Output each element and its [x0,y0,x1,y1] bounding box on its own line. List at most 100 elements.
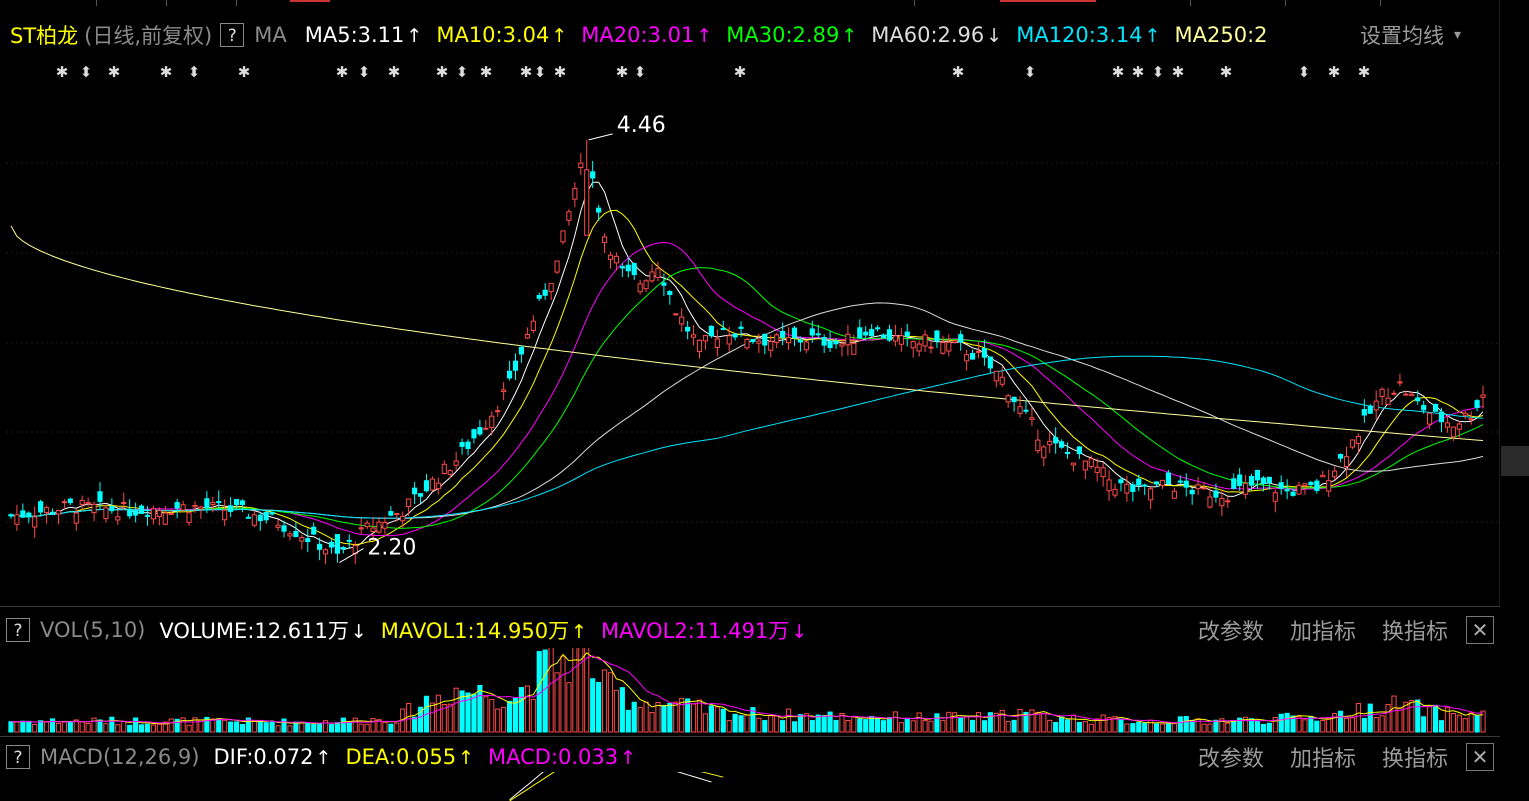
candle [388,506,394,517]
macd-close-icon[interactable]: ✕ [1466,743,1495,771]
volume-bar [115,724,121,733]
candle-body [1219,498,1225,507]
candle [32,506,38,538]
volume-bar [548,648,554,733]
candle [536,292,542,301]
candle-body [596,207,602,213]
candle [1427,412,1433,429]
candlestick-chart: 4.46 2.20 [6,0,1500,606]
candle-body [55,510,62,515]
candle [987,356,993,374]
volume-bar [1290,715,1296,733]
volume-bar [1124,723,1130,733]
candle-body [1373,400,1379,411]
candle [1118,477,1124,492]
candle-body [1462,412,1468,416]
vol-switch-indicator-button[interactable]: 换指标 [1382,620,1449,645]
candle-body [328,541,335,548]
panel-divider [0,736,1500,737]
candle [257,511,263,531]
volume-bar [1421,716,1427,733]
volume-bar [987,712,993,733]
volume-bar [1444,707,1450,733]
candle-body [649,271,655,282]
candle-body [1284,489,1290,492]
candle [1064,442,1071,459]
macd-help-button[interactable]: ? [6,745,30,769]
volume-bar [1284,712,1290,733]
volume-bar [685,698,691,733]
candle [631,262,637,280]
candle [572,182,578,208]
volume-bar [1332,713,1338,733]
candle-body [489,415,495,428]
candle-body [1361,408,1367,416]
help-button[interactable]: ? [220,23,245,47]
candle-body [1248,476,1255,486]
candle [625,257,631,278]
macd-add-indicator-button[interactable]: 加指标 [1290,747,1357,772]
candle [999,366,1005,387]
candle [1284,479,1290,500]
event-marker-icon: ⬍ [1024,63,1037,81]
vol-edit-params-button[interactable]: 改参数 [1198,620,1265,645]
candle-body [1438,411,1445,423]
candle-body [524,333,530,339]
candle-body [613,255,619,264]
volume-bar [981,720,988,733]
volume-bar [809,720,815,733]
volume-bar [898,722,904,733]
vol-close-icon[interactable]: ✕ [1466,616,1495,644]
dif-value: DIF:0.072 ↑ [213,745,332,769]
candle-body [204,498,210,509]
volume-bar [845,720,851,733]
candle [560,230,566,245]
candle [934,330,940,348]
candle [1349,439,1356,450]
candle-body [346,539,352,542]
candle-body [1005,395,1011,403]
vol-add-indicator-button[interactable]: 加指标 [1290,620,1357,645]
event-marker-icon: ✱ [436,63,449,81]
candle [239,499,246,513]
candle [364,520,370,530]
mavol1-value: MAVOL1:14.950万 ↑ [380,619,588,643]
event-marker-icon: ✱ [388,63,401,81]
candle-body [263,511,269,521]
candle-body [584,169,590,236]
candle [1361,399,1367,423]
macd-switch-indicator-button[interactable]: 换指标 [1382,747,1449,772]
volume-bar [388,723,394,733]
macd-edit-params-button[interactable]: 改参数 [1198,747,1265,772]
ma-settings-button[interactable]: 设置均线 ▾ [1360,20,1462,50]
candle [1171,487,1177,499]
volume-bar [441,704,447,733]
volume-bar [1427,706,1433,733]
candle [370,517,376,541]
candle [1237,468,1243,491]
candle-body [1337,454,1344,459]
candle-body [1047,440,1053,446]
price-scroll-marker[interactable] [1501,446,1529,476]
candle-body [1332,470,1338,478]
volume-bar [346,721,352,733]
vol-help-button[interactable]: ? [6,618,30,642]
candle [1035,429,1041,454]
candle-body [1142,484,1148,487]
candle-body [940,342,946,354]
volume-bar [26,720,32,733]
candle [791,326,798,347]
volume-bar [109,716,115,733]
candle-body [150,508,157,520]
candle-body [67,498,73,504]
candle [340,546,346,554]
candle [55,509,62,525]
volume-bar [857,718,863,733]
volume-bar [263,722,269,733]
candle [1106,470,1112,501]
volume-bar [281,718,287,733]
candle [946,334,952,357]
candle-body [370,527,376,532]
volume-bar [1480,710,1486,733]
volume-bar [815,714,821,733]
